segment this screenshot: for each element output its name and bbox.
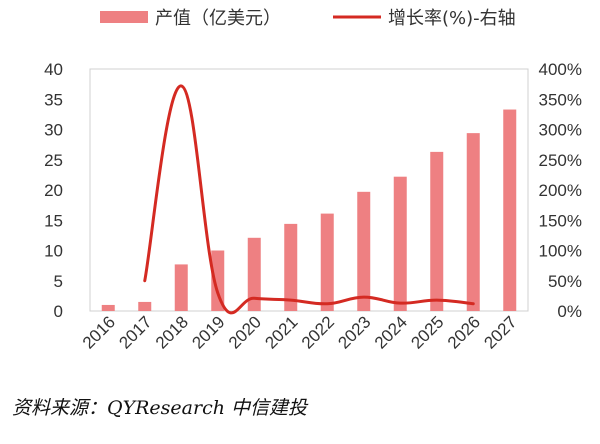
x-tick-label: 2017 — [115, 312, 155, 352]
right-tick-label: 300% — [539, 121, 582, 140]
x-tick-label: 2022 — [298, 312, 338, 352]
bar-2026 — [466, 133, 480, 311]
x-tick-label: 2018 — [152, 312, 192, 352]
left-tick-label: 0 — [54, 302, 63, 321]
x-tick-label: 2026 — [444, 312, 484, 352]
left-tick-label: 30 — [44, 121, 63, 140]
bar-2023 — [357, 191, 371, 311]
bar-2025 — [430, 151, 444, 311]
x-tick-label: 2016 — [79, 312, 119, 352]
source-note: 资料来源：QYResearch 中信建投 — [12, 397, 307, 419]
left-axis-ticks: 0 5 10 15 20 25 30 35 40 — [44, 60, 63, 321]
bar-2018 — [174, 264, 188, 311]
x-axis-ticks: 2016201720182019202020212022202320242025… — [79, 312, 521, 352]
bar-2017 — [138, 301, 152, 311]
bar-2022 — [320, 213, 334, 311]
bar-2019 — [211, 250, 225, 311]
left-tick-label: 10 — [44, 242, 63, 261]
right-tick-label: 400% — [539, 60, 582, 79]
left-tick-label: 15 — [44, 211, 63, 230]
left-tick-label: 40 — [44, 60, 63, 79]
legend-label-bars: 产值（亿美元） — [155, 8, 281, 29]
x-tick-label: 2027 — [480, 312, 520, 352]
left-tick-label: 5 — [54, 272, 63, 291]
right-tick-label: 250% — [539, 151, 582, 170]
growth-rate-line — [143, 84, 475, 315]
left-tick-label: 35 — [44, 90, 63, 109]
bar-2024 — [393, 176, 407, 311]
bar-2027 — [503, 109, 517, 311]
left-tick-label: 25 — [44, 151, 63, 170]
x-tick-label: 2021 — [261, 312, 301, 352]
x-tick-label: 2024 — [371, 312, 411, 352]
right-tick-label: 350% — [539, 90, 582, 109]
x-tick-label: 2020 — [225, 312, 265, 352]
bar-2020 — [247, 237, 261, 311]
bar-2021 — [284, 223, 298, 311]
x-tick-label: 2019 — [188, 312, 228, 352]
right-tick-label: 150% — [539, 211, 582, 230]
right-tick-label: 0% — [557, 302, 582, 321]
right-axis-ticks: 0% 50% 100% 150% 200% 250% 300% 350% 400% — [539, 60, 582, 321]
plot-area-frame — [89, 68, 529, 312]
bar-series — [101, 109, 517, 311]
x-tick-label: 2023 — [334, 312, 374, 352]
legend-bar-swatch — [100, 11, 148, 23]
legend-label-line: 增长率(%)-右轴 — [388, 8, 516, 29]
legend: 产值（亿美元） 增长率(%)-右轴 — [100, 8, 516, 29]
bar-2016 — [101, 304, 115, 311]
left-tick-label: 20 — [44, 181, 63, 200]
right-tick-label: 50% — [548, 272, 582, 291]
right-tick-label: 200% — [539, 181, 582, 200]
x-tick-label: 2025 — [407, 312, 447, 352]
right-tick-label: 100% — [539, 242, 582, 261]
